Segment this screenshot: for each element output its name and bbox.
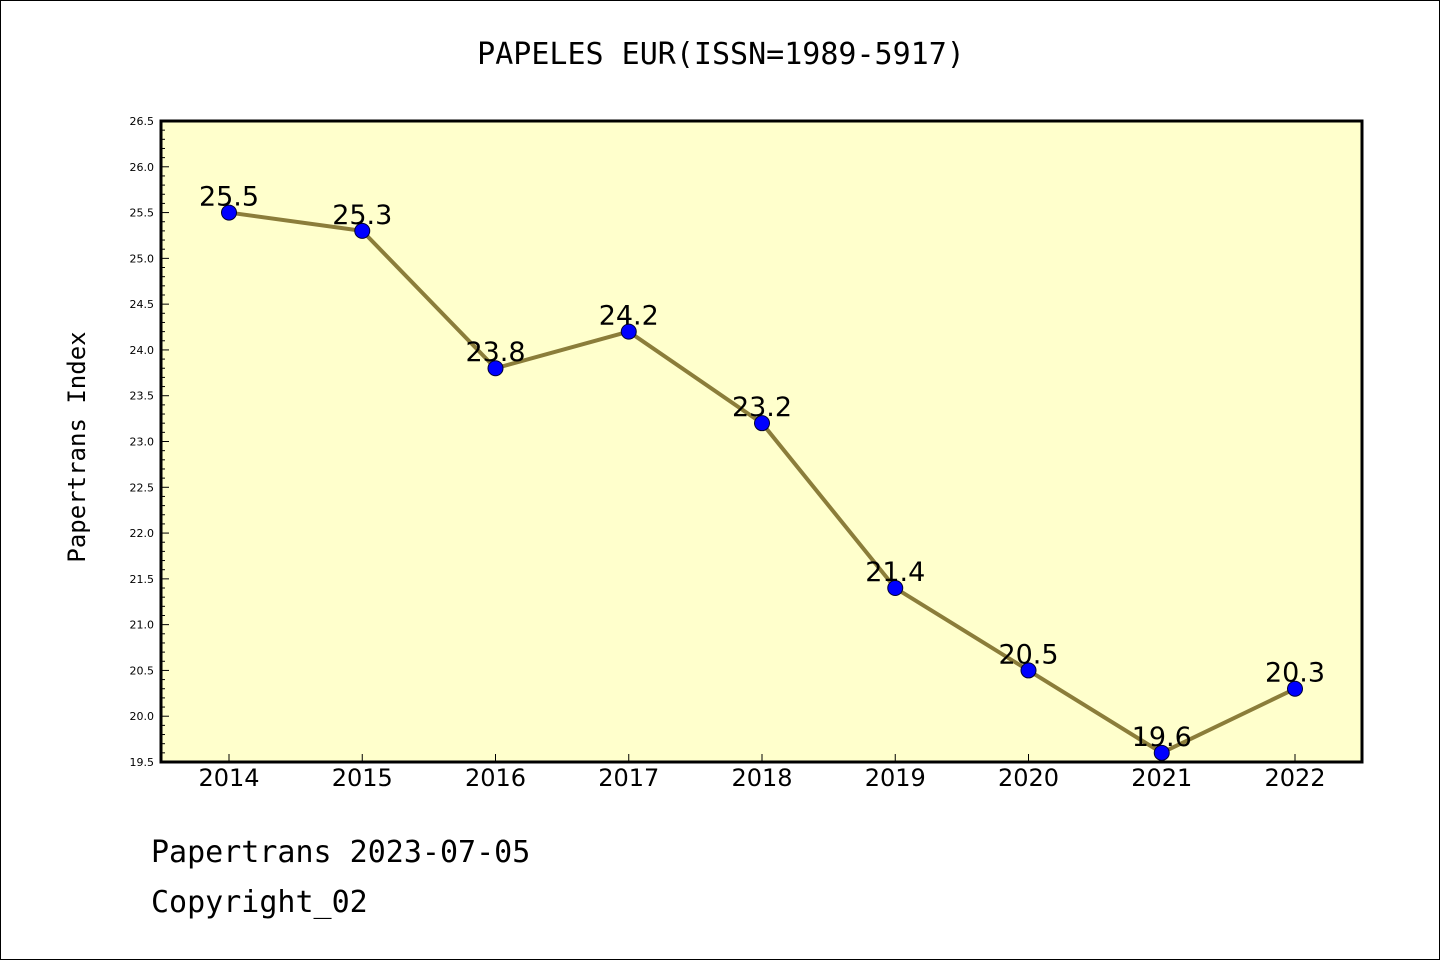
- y-tick-label: 25.0: [130, 252, 155, 265]
- data-label: 21.4: [865, 557, 925, 588]
- y-tick-label: 24.0: [130, 344, 155, 357]
- data-point: [754, 415, 770, 432]
- data-label: 23.2: [732, 392, 792, 423]
- data-label: 20.3: [1265, 658, 1325, 689]
- plot-border: [159, 119, 1364, 764]
- data-label: 23.8: [465, 337, 525, 368]
- data-point: [1020, 662, 1037, 679]
- data-label: 25.5: [199, 182, 259, 213]
- footer-date: Papertrans 2023-07-05: [151, 835, 531, 870]
- x-axis-ticks: 2014 2015 2016 2017 2018 2019 2020 2021 2022: [198, 754, 1326, 792]
- data-point: [487, 360, 504, 377]
- x-tick-label: 2020: [998, 764, 1059, 792]
- y-tick-label: 22.0: [130, 527, 155, 540]
- y-tick-label: 19.5: [130, 756, 155, 769]
- y-tick-label: 22.5: [130, 481, 155, 494]
- y-tick-label: 26.5: [130, 115, 155, 128]
- x-tick-label: 2019: [865, 764, 926, 792]
- x-tick-label: 2016: [465, 764, 526, 792]
- x-tick-label: 2015: [332, 764, 393, 792]
- y-tick-label: 23.5: [130, 390, 155, 403]
- y-tick-label: 21.0: [130, 619, 155, 632]
- data-point: [221, 204, 237, 221]
- x-tick-label: 2022: [1264, 764, 1325, 792]
- data-label: 25.3: [332, 200, 392, 231]
- x-tick-label: 2021: [1131, 764, 1192, 792]
- y-tick-label: 24.5: [130, 298, 155, 311]
- x-tick-label: 2017: [598, 764, 659, 792]
- data-points: [221, 204, 1303, 761]
- y-tick-label: 21.5: [130, 573, 155, 586]
- y-tick-label: 26.0: [130, 161, 155, 174]
- data-point: [1287, 680, 1303, 697]
- data-point: [620, 323, 637, 340]
- data-point: [1153, 744, 1170, 761]
- chart-title: PAPELES EUR(ISSN=1989-5917): [477, 37, 965, 72]
- y-tick-label: 23.0: [130, 436, 155, 449]
- y-tick-label: 25.5: [130, 207, 155, 220]
- data-labels: 25.5 25.3 23.8 24.2 23.2 21.4 20.5 19.6 20.3: [199, 182, 1325, 753]
- x-tick-label: 2014: [198, 764, 259, 792]
- data-label: 19.6: [1132, 722, 1192, 753]
- y-tick-label: 20.0: [130, 710, 155, 723]
- data-point: [354, 222, 371, 239]
- y-tick-label: 20.5: [130, 664, 155, 677]
- footer-copyright: Copyright_02: [151, 885, 368, 920]
- y-axis-ticks: 19.5 20.0 20.5 21.0 21.5 22.0 22.5 23.0 23.5 24.0…: [130, 115, 169, 769]
- data-label: 24.2: [599, 301, 659, 332]
- data-label: 20.5: [998, 639, 1058, 670]
- x-tick-label: 2018: [731, 764, 792, 792]
- data-point: [887, 580, 904, 597]
